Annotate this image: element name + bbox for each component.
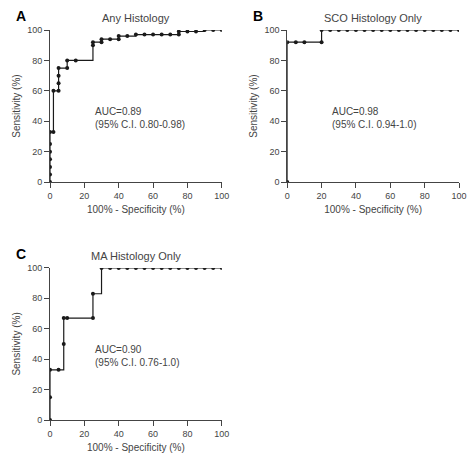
svg-text:40: 40 [32, 354, 42, 364]
svg-text:B: B [253, 8, 263, 24]
svg-text:60: 60 [385, 191, 395, 201]
svg-text:80: 80 [420, 191, 430, 201]
svg-text:Sensitivity (%): Sensitivity (%) [248, 74, 259, 137]
svg-text:40: 40 [269, 116, 279, 126]
svg-text:C: C [16, 246, 26, 262]
svg-text:Any Histology: Any Histology [102, 12, 170, 24]
svg-text:40: 40 [114, 191, 124, 201]
svg-text:80: 80 [182, 429, 192, 439]
svg-text:100: 100 [27, 25, 42, 35]
svg-text:0: 0 [274, 177, 279, 187]
svg-text:Sensitivity (%): Sensitivity (%) [11, 74, 22, 137]
svg-text:20: 20 [32, 385, 42, 395]
svg-text:60: 60 [32, 86, 42, 96]
svg-text:100: 100 [27, 263, 42, 273]
svg-text:80: 80 [32, 56, 42, 66]
svg-text:100: 100 [214, 191, 229, 201]
svg-text:60: 60 [32, 324, 42, 334]
svg-text:AUC=0.89(95% C.I. 0.80-0.98): AUC=0.89(95% C.I. 0.80-0.98) [95, 106, 185, 130]
svg-text:SCO Histology Only: SCO Histology Only [324, 12, 422, 24]
svg-text:100: 100 [451, 191, 466, 201]
svg-text:60: 60 [148, 191, 158, 201]
svg-text:80: 80 [269, 56, 279, 66]
svg-text:100% - Specificity (%): 100% - Specificity (%) [87, 204, 185, 215]
svg-text:AUC=0.90(95% C.I. 0.76-1.0): AUC=0.90(95% C.I. 0.76-1.0) [95, 344, 179, 368]
svg-text:20: 20 [79, 429, 89, 439]
svg-text:100: 100 [264, 25, 279, 35]
svg-text:80: 80 [32, 293, 42, 303]
svg-text:40: 40 [114, 429, 124, 439]
svg-text:AUC=0.98(95% C.I. 0.94-1.0): AUC=0.98(95% C.I. 0.94-1.0) [332, 106, 416, 130]
svg-text:40: 40 [351, 191, 361, 201]
svg-text:20: 20 [317, 191, 327, 201]
svg-text:0: 0 [285, 191, 290, 201]
svg-text:0: 0 [47, 429, 52, 439]
svg-text:100% - Specificity (%): 100% - Specificity (%) [324, 204, 422, 215]
svg-text:0: 0 [37, 177, 42, 187]
svg-text:100: 100 [214, 429, 229, 439]
svg-text:0: 0 [47, 191, 52, 201]
svg-text:60: 60 [148, 429, 158, 439]
svg-text:100% - Specificity (%): 100% - Specificity (%) [87, 442, 185, 453]
svg-text:60: 60 [269, 86, 279, 96]
svg-text:0: 0 [37, 415, 42, 425]
svg-text:40: 40 [32, 116, 42, 126]
svg-text:20: 20 [79, 191, 89, 201]
svg-text:80: 80 [182, 191, 192, 201]
svg-text:A: A [16, 8, 26, 24]
svg-text:Sensitivity (%): Sensitivity (%) [11, 312, 22, 375]
svg-text:20: 20 [269, 147, 279, 157]
svg-text:20: 20 [32, 147, 42, 157]
svg-text:MA Histology Only: MA Histology Only [91, 250, 181, 262]
